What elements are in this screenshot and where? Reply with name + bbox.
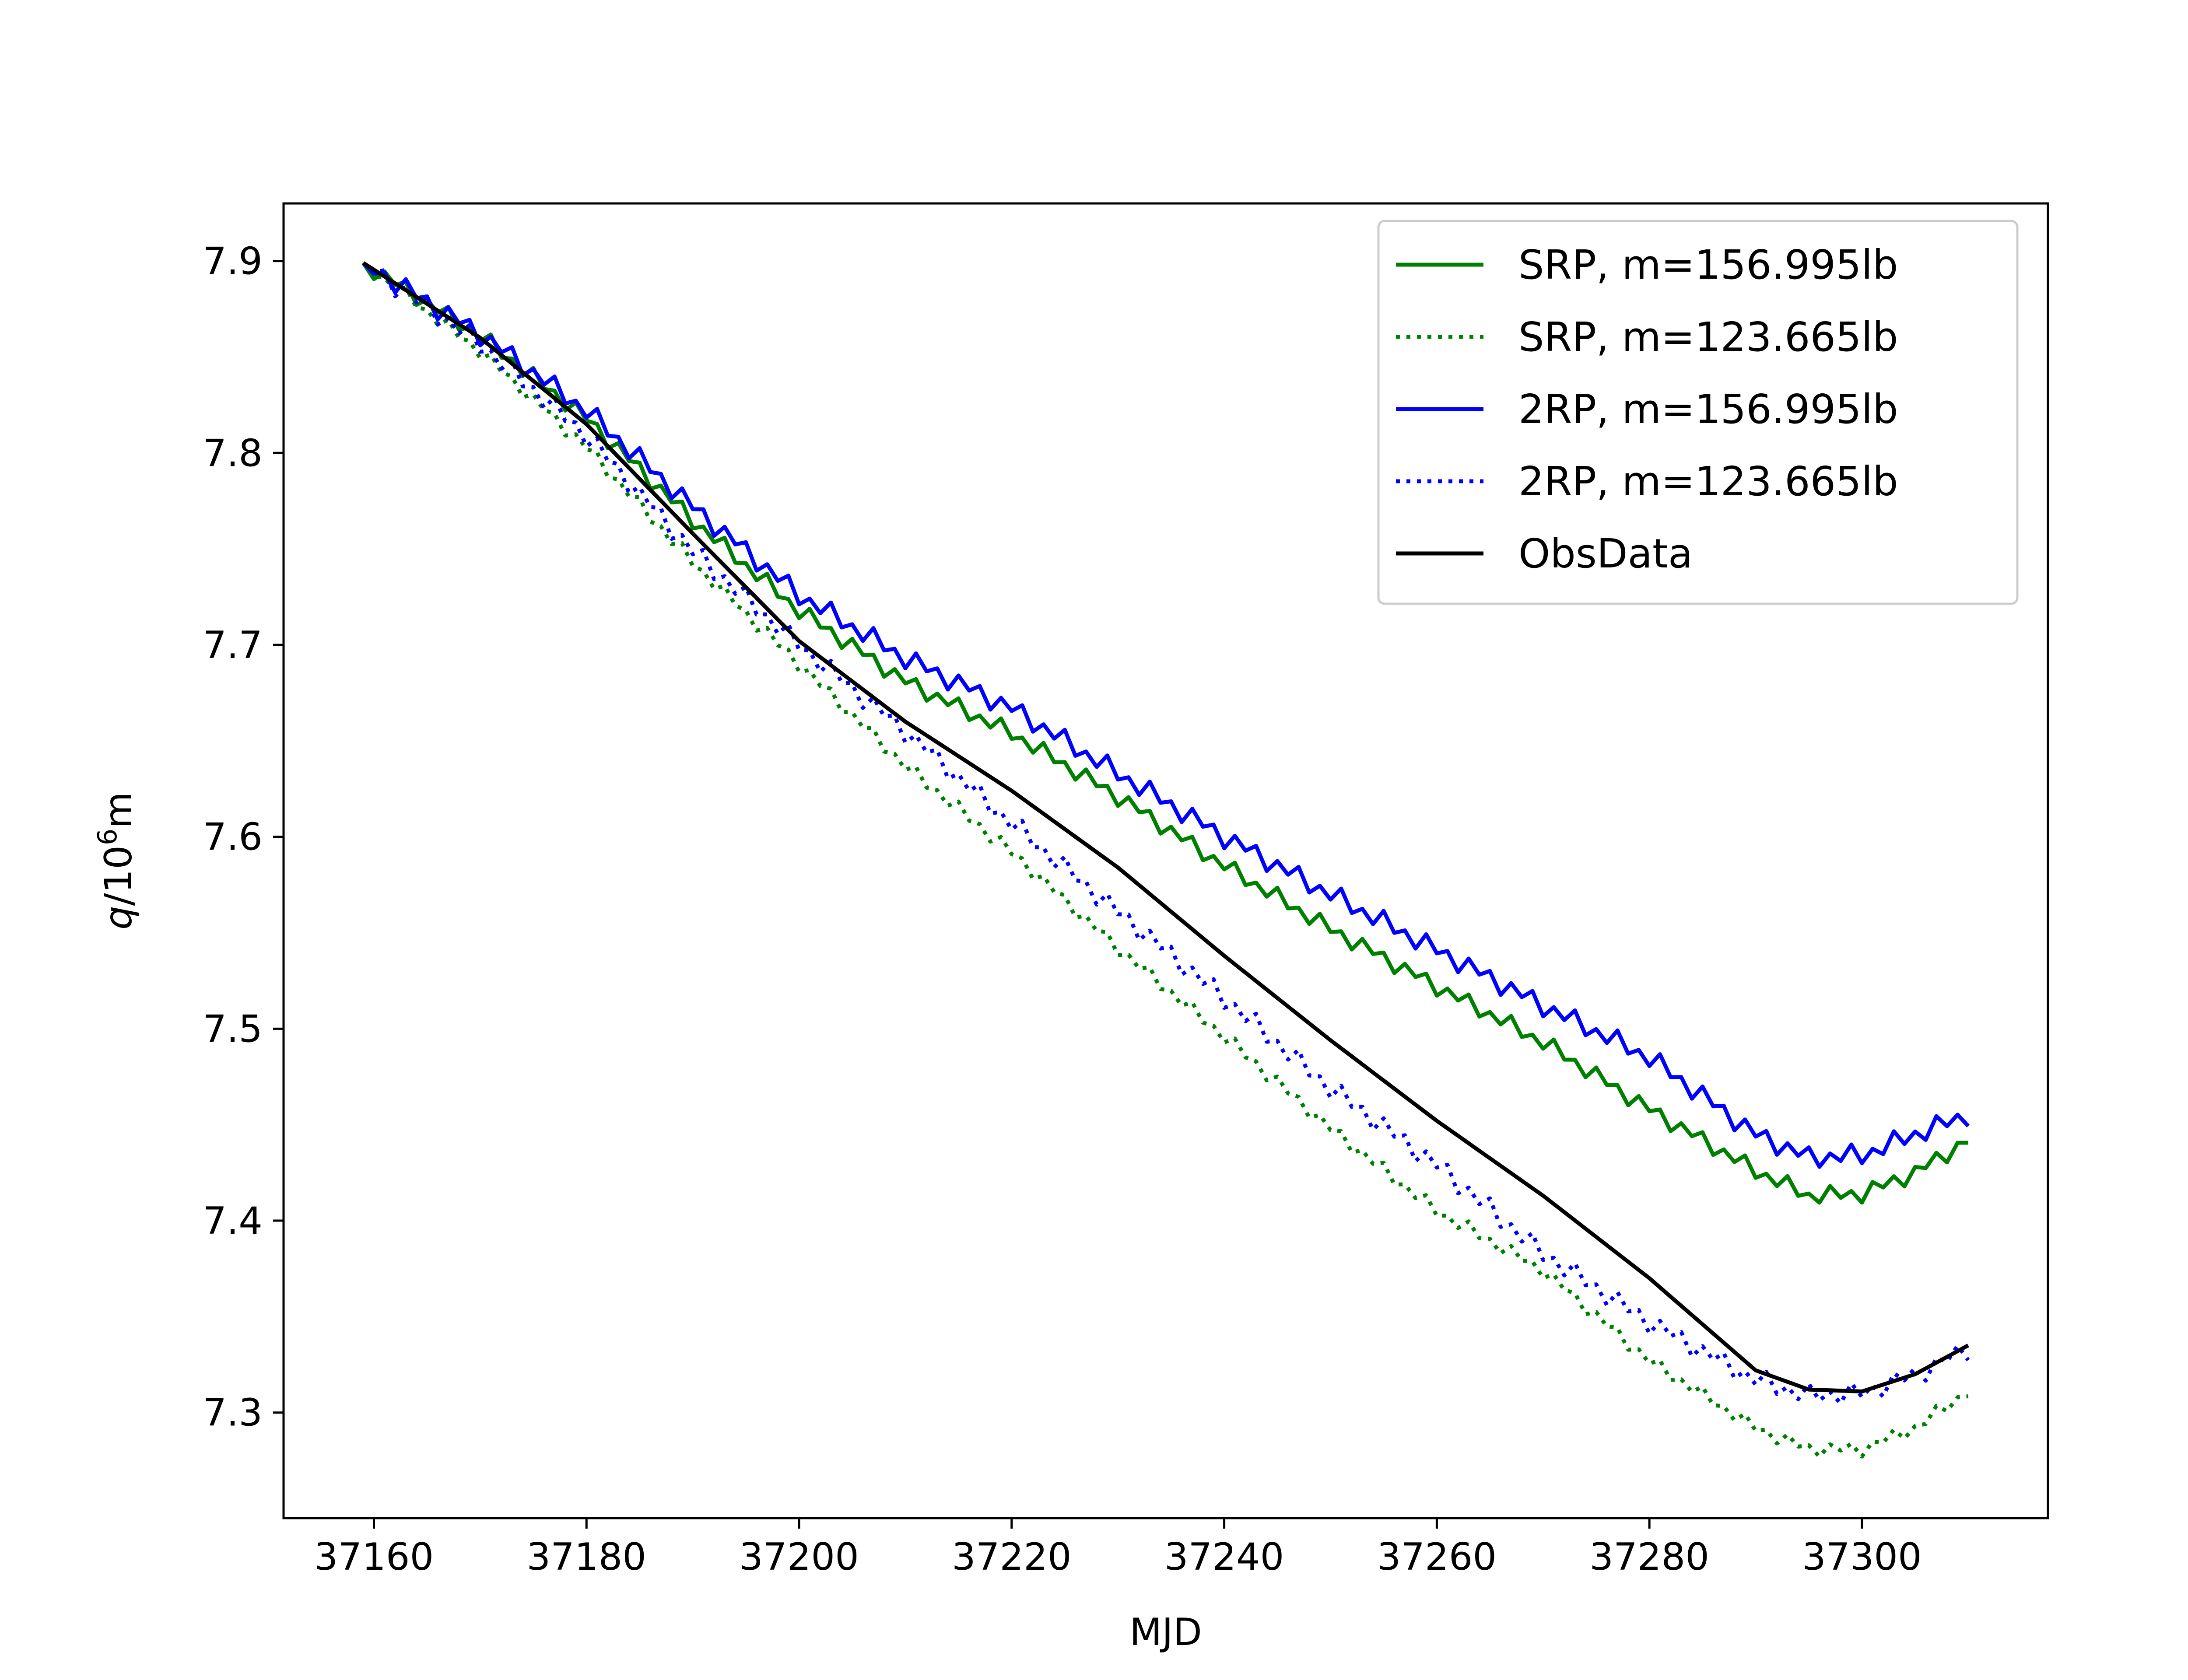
legend-label: SRP, m=156.995lb — [1518, 242, 1898, 288]
y-tick-label: 7.6 — [203, 816, 263, 859]
x-axis: 37160 37180 37200 37220 37240 37260 37280 37300 — [314, 1518, 1922, 1579]
y-axis-label: q/106m — [92, 792, 140, 930]
y-tick-label: 7.5 — [203, 1007, 263, 1051]
x-tick-label: 37280 — [1589, 1535, 1709, 1579]
plot-frame — [282, 202, 2049, 1519]
y-tick-label: 7.3 — [203, 1391, 263, 1435]
y-axis-label-scale: /10 — [97, 845, 140, 906]
x-tick-label: 37260 — [1377, 1535, 1497, 1579]
x-tick-label: 37220 — [952, 1535, 1072, 1579]
x-tick-label: 37240 — [1164, 1535, 1284, 1579]
y-tick-label: 7.9 — [203, 240, 263, 284]
series-layer — [361, 261, 1970, 1459]
x-tick-label: 37200 — [739, 1535, 859, 1579]
x-axis-label: MJD — [1129, 1610, 1202, 1654]
x-tick-label: 37180 — [526, 1535, 646, 1579]
y-tick-label: 7.4 — [203, 1199, 263, 1243]
legend: SRP, m=156.995lb SRP, m=123.665lb 2RP, m=1… — [1377, 220, 2019, 605]
legend-label: 2RP, m=123.665lb — [1518, 458, 1898, 505]
series-line-1 — [361, 262, 1968, 1205]
y-axis: 7.3 7.4 7.5 7.6 7.7 7.8 7.9 — [203, 240, 284, 1435]
y-axis-label-symbol: q — [97, 906, 140, 930]
x-tick-label: 37160 — [314, 1535, 434, 1579]
legend-label: ObsData — [1518, 530, 1693, 577]
y-tick-label: 7.7 — [203, 623, 263, 667]
legend-box — [1377, 220, 2019, 605]
series-line-3 — [361, 261, 1970, 1169]
legend-label: 2RP, m=156.995lb — [1518, 386, 1898, 433]
series-line-5 — [362, 261, 1969, 1393]
legend-label: SRP, m=123.665lb — [1518, 314, 1898, 360]
y-axis-label-unit: m — [97, 792, 140, 829]
x-tick-label: 37300 — [1802, 1535, 1922, 1579]
y-tick-label: 7.8 — [203, 431, 263, 475]
y-axis-label-exponent: 6 — [92, 829, 123, 845]
